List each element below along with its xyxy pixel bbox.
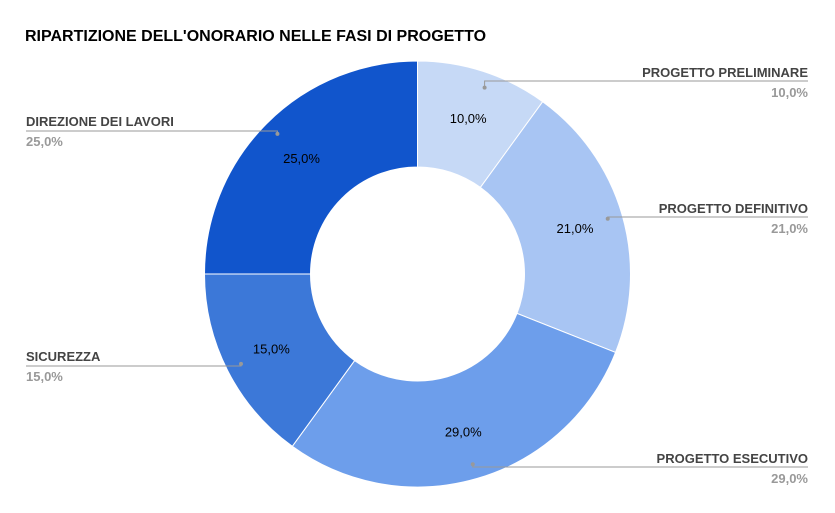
callout-anchor-progetto-preliminare <box>482 85 487 90</box>
callout-value-direzione-dei-lavori: 25,0% <box>26 134 63 149</box>
slice-value-label-progetto-preliminare: 10,0% <box>450 111 487 126</box>
callout-name-progetto-definitivo: PROGETTO DEFINITIVO <box>659 201 808 216</box>
callout-anchor-progetto-definitivo <box>605 216 610 221</box>
slice-value-label-sicurezza: 15,0% <box>253 341 290 356</box>
callout-value-progetto-definitivo: 21,0% <box>771 221 808 236</box>
callout-name-progetto-esecutivo: PROGETTO ESECUTIVO <box>657 451 808 466</box>
callouts-layer: PROGETTO PRELIMINARE 10,0% PROGETTO DEFINI… <box>26 65 808 486</box>
slice-value-label-direzione-dei-lavori: 25,0% <box>283 151 320 166</box>
slices-layer <box>203 60 631 488</box>
callout-line-direzione-dei-lavori <box>26 130 278 134</box>
inner-labels-layer: 10,0% 21,0% 29,0% 15,0% 25,0% <box>253 111 594 439</box>
slice-direzione-dei-lavori <box>203 60 418 275</box>
callout-value-progetto-preliminare: 10,0% <box>771 85 808 100</box>
slice-value-label-progetto-definitivo: 21,0% <box>557 221 594 236</box>
callout-line-sicurezza <box>26 363 242 367</box>
slice-value-label-progetto-esecutivo: 29,0% <box>445 424 482 439</box>
callout-name-direzione-dei-lavori: DIREZIONE DEI LAVORI <box>26 114 174 129</box>
slice-progetto-definitivo <box>479 100 631 354</box>
callout-anchor-progetto-esecutivo <box>470 462 475 467</box>
callout-anchor-sicurezza <box>239 361 244 366</box>
callout-name-progetto-preliminare: PROGETTO PRELIMINARE <box>642 65 808 80</box>
callout-line-progetto-preliminare <box>484 80 808 88</box>
callout-name-sicurezza: SICUREZZA <box>26 349 101 364</box>
callout-value-progetto-esecutivo: 29,0% <box>771 471 808 486</box>
slice-progetto-esecutivo <box>291 312 617 488</box>
slice-sicurezza <box>203 273 356 448</box>
callout-line-progetto-definitivo <box>607 216 808 219</box>
callout-value-sicurezza: 15,0% <box>26 369 63 384</box>
callout-anchor-direzione-dei-lavori <box>275 131 280 136</box>
chart-title: RIPARTIZIONE DELL'ONORARIO NELLE FASI DI… <box>25 28 486 45</box>
